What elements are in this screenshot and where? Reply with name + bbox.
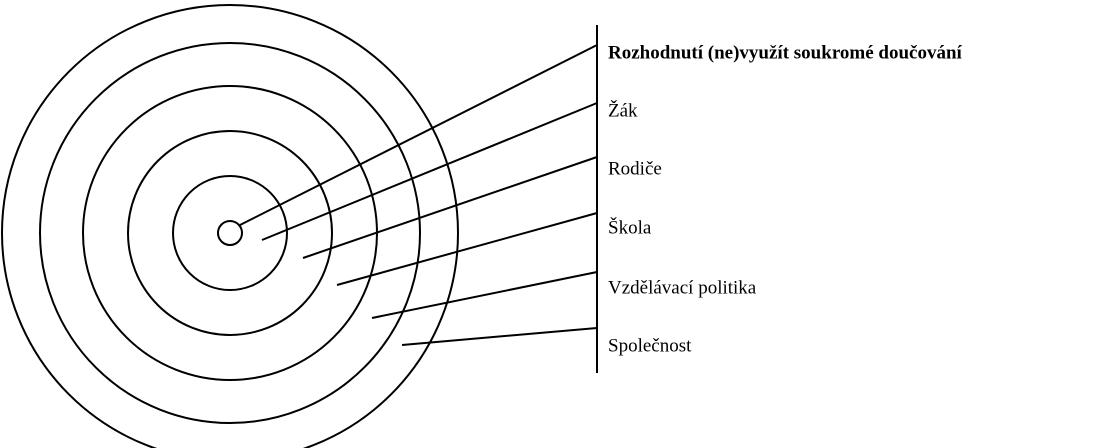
- ring: [172, 175, 288, 291]
- leader: [302, 156, 598, 259]
- ring: [39, 42, 421, 424]
- leader: [261, 102, 598, 241]
- layer-label: Rodiče: [608, 158, 662, 179]
- leader: [336, 212, 598, 286]
- ring: [217, 220, 243, 246]
- layer-label: Vzdělávací politika: [608, 277, 757, 298]
- leader: [401, 327, 598, 346]
- rings: [1, 4, 459, 448]
- ring: [127, 130, 333, 336]
- ring: [1, 4, 459, 448]
- layer-label: Škola: [608, 216, 652, 238]
- layer-label: Společnost: [608, 335, 692, 356]
- leader: [371, 271, 598, 319]
- leader: [239, 44, 598, 226]
- layer-label: Žák: [608, 99, 638, 121]
- title: Rozhodnutí (ne)využít soukromé doučování: [608, 42, 963, 63]
